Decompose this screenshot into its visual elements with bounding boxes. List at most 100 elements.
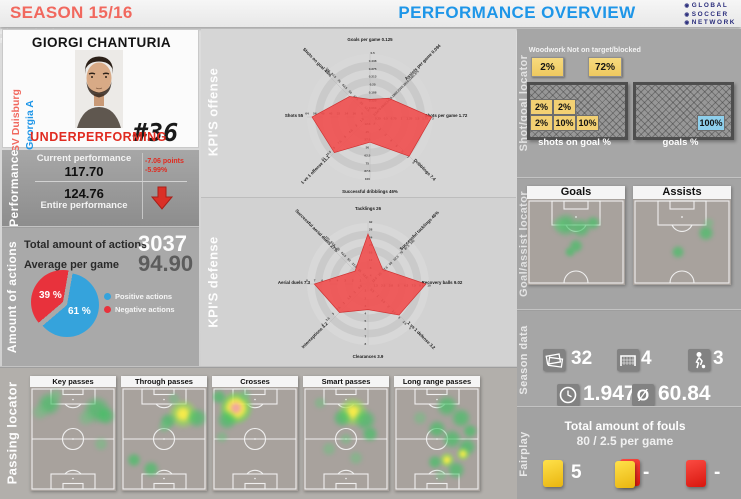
clock-icon <box>557 384 579 406</box>
svg-text:8: 8 <box>365 342 367 346</box>
svg-text:100: 100 <box>325 67 332 74</box>
svg-text:0.25: 0.25 <box>370 83 376 87</box>
season-data-section-label: Season data <box>518 325 530 395</box>
shot-grid-cell: 10% <box>576 115 599 131</box>
avg-per-game-value: 94.90 <box>138 251 194 276</box>
kpi-offense-section-label: KPI'S offense <box>205 67 221 157</box>
pitch: Smart passes <box>303 376 389 491</box>
pitch-body <box>121 387 207 491</box>
svg-text:62.5: 62.5 <box>341 83 348 90</box>
shot-grid-cell: 10% <box>553 115 576 131</box>
entire-performance-label: Entire performance <box>40 200 128 211</box>
radar-axis-label: Assists per game 0.094 <box>404 43 442 81</box>
radar-axis-label: Interceptions 3.2 <box>301 321 330 350</box>
svg-text:8: 8 <box>306 278 308 282</box>
svg-text:50: 50 <box>348 90 353 95</box>
svg-text:8: 8 <box>411 161 415 165</box>
svg-text:6: 6 <box>321 278 323 282</box>
logo-line: ◉GLOBAL <box>684 2 729 9</box>
radar-axis-label: 1 vs 1 offense 11.1 <box>300 154 331 185</box>
section-divider <box>517 406 741 408</box>
radar-axis-label: Dribblings 7.4 <box>413 158 437 182</box>
svg-text:3: 3 <box>397 315 401 319</box>
legend-negative-dot <box>104 306 111 313</box>
svg-text:0.281: 0.281 <box>400 80 409 89</box>
pitch-body <box>30 387 116 491</box>
average-icon: Ø <box>632 384 654 406</box>
legend-positive-dot <box>104 293 111 300</box>
radar-axis-label: Successful dribblings 46% <box>342 189 398 194</box>
not-on-target-label: Not on target/blocked <box>567 45 641 54</box>
section-divider <box>517 177 741 179</box>
goal-icon <box>617 349 639 371</box>
svg-text:87.5: 87.5 <box>330 72 337 79</box>
svg-text:75: 75 <box>336 246 341 251</box>
pitch: Through passes <box>121 376 207 491</box>
svg-text:100: 100 <box>365 177 370 181</box>
svg-text:0.328: 0.328 <box>406 75 415 84</box>
radar-axis-label: Shots 55 <box>285 113 304 118</box>
pie-positive-pct-label: 61 % <box>68 306 91 317</box>
svg-text:0.5: 0.5 <box>370 51 375 55</box>
radar-axis-label: Aerial duels 7.3 <box>278 280 311 285</box>
assist-icon <box>688 349 710 371</box>
radar-axis-label: 1 vs 1 defense 3.2 <box>406 320 436 350</box>
avg-per-game-label: Average per game <box>24 259 119 271</box>
player-name: GIORGI CHANTURIA <box>31 35 172 50</box>
passing-section-label: Passing locator <box>4 381 20 485</box>
pitch: Crosses <box>212 376 298 491</box>
svg-text:50: 50 <box>346 257 351 262</box>
svg-text:37.5: 37.5 <box>382 265 389 272</box>
svg-text:2: 2 <box>432 117 434 121</box>
section-divider <box>2 226 199 228</box>
radar-axis-label: Successful tacklings 46% <box>399 210 440 251</box>
shot-grid-cell: 2% <box>530 99 553 115</box>
svg-text:100: 100 <box>409 239 416 246</box>
pie-negative-slice <box>31 270 95 334</box>
legend-negative-label: Negative actions <box>115 305 175 314</box>
goal-grid-cell: 100% <box>697 115 725 131</box>
shot-grid-cell: 2% <box>553 99 576 115</box>
svg-text:62.5: 62.5 <box>364 153 370 157</box>
current-performance-label: Current performance <box>36 153 132 164</box>
logo-line: ◉SOCCER <box>684 10 729 18</box>
player-photo <box>75 50 123 128</box>
fouls-total-value: 80 / 2.5 per game <box>576 434 674 448</box>
svg-text:3: 3 <box>331 312 335 316</box>
svg-text:4: 4 <box>365 312 367 316</box>
svg-text:32: 32 <box>369 220 373 224</box>
card-count: - <box>643 462 650 483</box>
radar-axis-label: Shots on goal 44% <box>302 47 333 78</box>
global-soccer-network-logo: ◉GLOBAL ◉SOCCER ◉NETWORK <box>684 2 736 28</box>
entire-performance-value: 124.76 <box>64 186 104 201</box>
svg-text:0.234: 0.234 <box>395 86 404 95</box>
svg-text:4: 4 <box>320 322 324 326</box>
svg-text:6: 6 <box>365 327 367 331</box>
pitch-body <box>212 387 298 491</box>
stat-value: 1.947 <box>583 382 636 405</box>
pitch: Assists <box>633 186 731 285</box>
card-count: 5 <box>571 462 582 483</box>
goals-grid: 100% <box>633 82 734 140</box>
kpi-offense-radar-chart: 0.0630.1250.1880.250.3130.3750.4380.5Goa… <box>285 37 468 194</box>
stat-value: 32 <box>571 348 593 369</box>
svg-text:50: 50 <box>366 146 370 150</box>
svg-text:12: 12 <box>320 156 325 161</box>
status-badge: UNDERPERFORMING <box>30 130 167 144</box>
svg-text:87.5: 87.5 <box>403 244 410 251</box>
svg-text:10.5: 10.5 <box>325 150 332 157</box>
woodwork-label: Woodwork <box>528 45 566 54</box>
svg-text:0.375: 0.375 <box>412 69 421 78</box>
goals-caption: goals % <box>662 137 699 148</box>
yellow-card-icon <box>543 460 563 487</box>
not-on-target-value: 72% <box>588 57 622 77</box>
radar-axis-label: Tacklings 26 <box>355 206 382 211</box>
svg-text:0.438: 0.438 <box>369 59 377 63</box>
svg-text:62.5: 62.5 <box>393 254 400 261</box>
stat-value: 3 <box>713 348 724 369</box>
svg-text:56: 56 <box>313 111 317 115</box>
radar-axis-label: Clearances 3.9 <box>353 354 384 359</box>
svg-text:62.5: 62.5 <box>340 251 347 258</box>
pitch: Key passes <box>30 376 116 491</box>
yellow-red-card-icon <box>615 461 635 488</box>
